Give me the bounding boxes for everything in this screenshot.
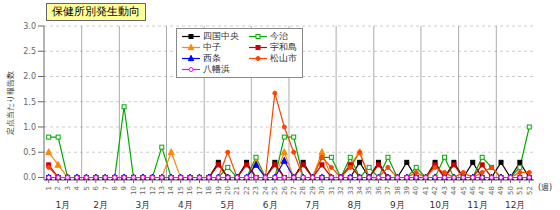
svg-text:7: 7: [101, 186, 109, 190]
svg-text:3: 3: [64, 186, 72, 190]
svg-text:26: 26: [281, 185, 289, 194]
svg-text:4月: 4月: [178, 200, 193, 210]
svg-text:2.0: 2.0: [23, 72, 36, 81]
svg-text:33: 33: [346, 186, 354, 195]
svg-text:38: 38: [394, 186, 402, 195]
svg-text:49: 49: [497, 186, 505, 195]
svg-text:8: 8: [111, 186, 119, 190]
svg-text:14: 14: [167, 185, 175, 194]
svg-text:37: 37: [384, 186, 392, 195]
svg-text:0.5: 0.5: [23, 148, 36, 157]
svg-text:41: 41: [422, 186, 430, 195]
svg-text:36: 36: [375, 185, 383, 194]
svg-text:16: 16: [186, 185, 194, 194]
svg-text:45: 45: [460, 186, 468, 195]
svg-text:18: 18: [205, 186, 213, 195]
svg-text:42: 42: [431, 186, 439, 195]
svg-text:48: 48: [488, 186, 496, 195]
html-text:四国中央: 四国中央: [203, 31, 240, 41]
svg-text:29: 29: [309, 186, 317, 195]
svg-text:2.5: 2.5: [23, 47, 36, 56]
svg-text:15: 15: [177, 186, 185, 195]
svg-text:1.0: 1.0: [23, 123, 36, 132]
svg-text:2月: 2月: [93, 200, 108, 210]
html-text:宇和島: 宇和島: [270, 42, 298, 52]
svg-text:51: 51: [516, 186, 524, 195]
svg-text:定点当たり報告数: 定点当たり報告数: [8, 71, 15, 135]
svg-text:12: 12: [149, 186, 157, 195]
svg-text:21: 21: [233, 186, 241, 195]
svg-text:50: 50: [507, 186, 515, 195]
svg-text:0.0: 0.0: [23, 173, 36, 182]
svg-text:9月: 9月: [390, 200, 405, 210]
html-text:八幡浜: 八幡浜: [203, 64, 231, 74]
svg-text:52: 52: [526, 186, 534, 195]
svg-text:34: 34: [356, 185, 364, 194]
html-text:中子: 中子: [203, 42, 222, 52]
svg-text:6: 6: [92, 185, 100, 190]
svg-text:32: 32: [337, 186, 345, 195]
svg-text:13: 13: [158, 186, 166, 195]
svg-text:5月: 5月: [220, 200, 235, 210]
html-text:今治: 今治: [270, 31, 289, 41]
svg-text:20: 20: [224, 186, 232, 195]
svg-text:17: 17: [196, 186, 204, 195]
svg-text:11月: 11月: [467, 200, 487, 210]
svg-text:23: 23: [252, 186, 260, 195]
html-text:保健所別発生動向: 保健所別発生動向: [52, 5, 140, 18]
svg-text:19: 19: [215, 186, 223, 195]
svg-text:27: 27: [290, 186, 298, 195]
svg-text:3.0: 3.0: [23, 22, 36, 31]
svg-text:5: 5: [83, 186, 91, 190]
svg-text:1.5: 1.5: [23, 98, 36, 107]
svg-text:43: 43: [441, 186, 449, 195]
svg-text:44: 44: [450, 185, 458, 194]
svg-text:4: 4: [73, 185, 81, 190]
svg-text:9: 9: [120, 186, 128, 190]
svg-text:(週): (週): [538, 183, 552, 192]
svg-text:31: 31: [328, 186, 336, 195]
svg-text:39: 39: [403, 186, 411, 195]
svg-text:35: 35: [365, 186, 373, 195]
svg-text:46: 46: [469, 185, 477, 194]
svg-text:30: 30: [318, 186, 326, 195]
svg-text:3月: 3月: [136, 200, 151, 210]
svg-text:1: 1: [45, 186, 53, 190]
svg-text:22: 22: [243, 186, 251, 195]
html-text:西条: 西条: [203, 53, 222, 63]
svg-text:12月: 12月: [505, 200, 525, 210]
svg-text:1月: 1月: [55, 200, 70, 210]
svg-text:10: 10: [130, 186, 138, 195]
svg-text:28: 28: [299, 186, 307, 195]
svg-text:2: 2: [54, 186, 62, 190]
svg-text:40: 40: [412, 186, 420, 195]
svg-text:10月: 10月: [430, 200, 450, 210]
svg-text:6月: 6月: [263, 200, 278, 210]
svg-text:11: 11: [139, 186, 147, 195]
html-text:松山市: 松山市: [270, 53, 298, 63]
svg-text:47: 47: [478, 186, 486, 195]
svg-text:8月: 8月: [348, 200, 363, 210]
svg-text:25: 25: [271, 186, 279, 195]
svg-text:7月: 7月: [305, 200, 320, 210]
svg-text:24: 24: [262, 185, 270, 194]
